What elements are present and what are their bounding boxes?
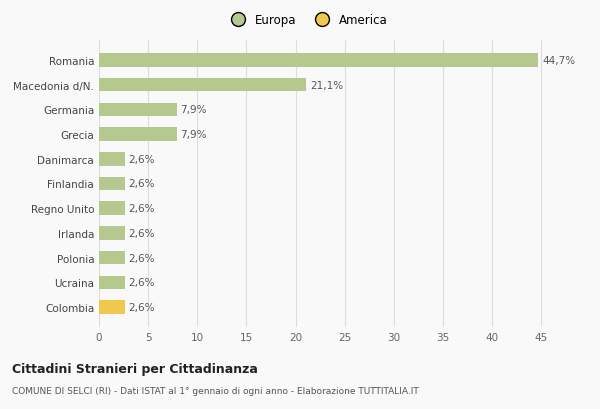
Bar — [99, 103, 176, 117]
Text: 2,6%: 2,6% — [128, 204, 155, 214]
Text: Cittadini Stranieri per Cittadinanza: Cittadini Stranieri per Cittadinanza — [12, 362, 258, 375]
Text: 7,9%: 7,9% — [181, 130, 207, 140]
Text: 21,1%: 21,1% — [310, 81, 343, 90]
Text: COMUNE DI SELCI (RI) - Dati ISTAT al 1° gennaio di ogni anno - Elaborazione TUTT: COMUNE DI SELCI (RI) - Dati ISTAT al 1° … — [12, 387, 419, 396]
Text: 2,6%: 2,6% — [128, 278, 155, 288]
Bar — [99, 54, 538, 67]
Bar — [99, 227, 125, 240]
Text: 2,6%: 2,6% — [128, 228, 155, 238]
Text: 7,9%: 7,9% — [181, 105, 207, 115]
Text: 2,6%: 2,6% — [128, 253, 155, 263]
Bar — [99, 276, 125, 290]
Text: 2,6%: 2,6% — [128, 154, 155, 164]
Bar — [99, 251, 125, 265]
Bar — [99, 153, 125, 166]
Bar — [99, 301, 125, 314]
Text: 2,6%: 2,6% — [128, 302, 155, 312]
Legend: Europa, America: Europa, America — [221, 9, 392, 32]
Bar — [99, 177, 125, 191]
Bar — [99, 128, 176, 142]
Text: 44,7%: 44,7% — [542, 56, 575, 66]
Bar — [99, 202, 125, 216]
Text: 2,6%: 2,6% — [128, 179, 155, 189]
Bar — [99, 79, 307, 92]
